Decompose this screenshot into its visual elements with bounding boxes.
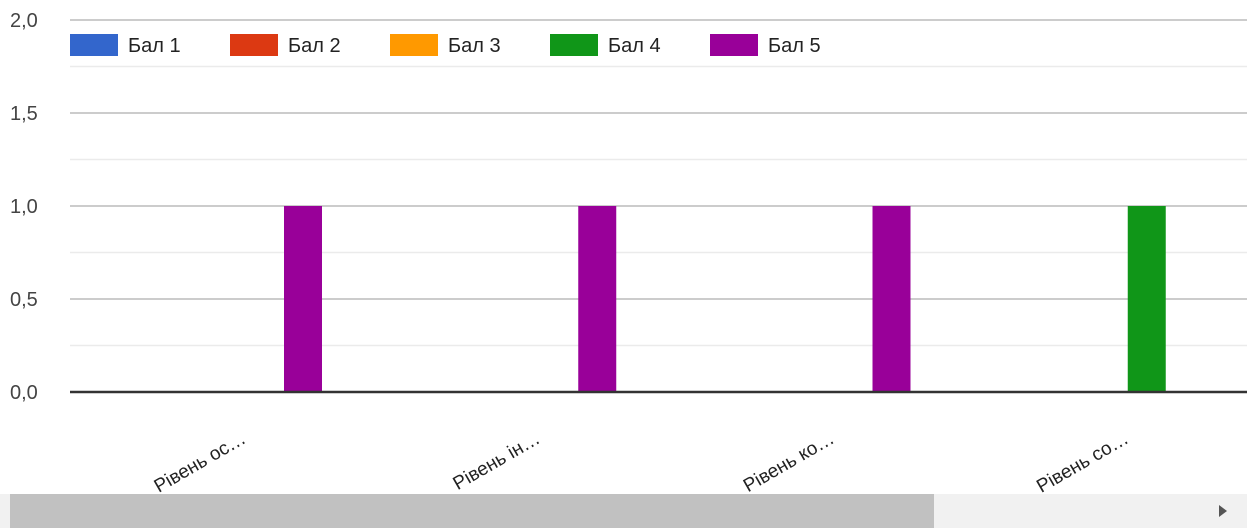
legend-swatch [390, 34, 438, 56]
horizontal-scrollbar[interactable] [0, 494, 1247, 528]
y-tick-label: 2,0 [10, 10, 38, 32]
bars [284, 206, 1166, 392]
x-axis-ticks: Рівень ос… Рівень ін… Рівень ко… Рівень со… [151, 428, 1133, 494]
legend-swatch [550, 34, 598, 56]
y-tick-label: 1,0 [10, 196, 38, 218]
legend-swatch [710, 34, 758, 56]
bar[interactable] [1127, 206, 1166, 392]
x-tick-label: Рівень со… [1033, 428, 1132, 494]
y-tick-label: 0,5 [10, 289, 38, 311]
legend-label: Бал 1 [128, 35, 181, 57]
x-tick-label: Рівень ін… [450, 428, 544, 494]
legend-swatch [70, 34, 118, 56]
triangle-right-icon [1219, 505, 1227, 517]
y-axis-ticks: 2,0 1,5 1,0 0,5 0,0 [10, 10, 38, 404]
legend-item[interactable]: Бал 1 [70, 34, 181, 57]
bar[interactable] [284, 206, 322, 392]
legend-label: Бал 3 [448, 35, 501, 57]
bar[interactable] [578, 206, 617, 392]
legend-label: Бал 4 [608, 35, 661, 57]
x-tick-label: Рівень ос… [151, 428, 250, 494]
bar[interactable] [872, 206, 911, 392]
legend-label: Бал 5 [768, 35, 821, 57]
legend-swatch [230, 34, 278, 56]
legend-item[interactable]: Бал 5 [710, 34, 821, 57]
legend-item[interactable]: Бал 3 [390, 34, 501, 57]
legend-label: Бал 2 [288, 35, 341, 57]
scroll-right-button[interactable] [1211, 494, 1235, 528]
x-tick-label: Рівень ко… [740, 428, 838, 494]
y-tick-label: 0,0 [10, 382, 38, 404]
legend-item[interactable]: Бал 2 [230, 34, 341, 57]
legend-item[interactable]: Бал 4 [550, 34, 661, 57]
grid-lines [70, 19, 1247, 347]
bar-chart: 2,01,51,00,50,0 Рівень ос… Рівень ін… Ріве… [10, 10, 1247, 494]
scrollbar-thumb[interactable] [10, 494, 934, 528]
legend[interactable]: Бал 1 Бал 2 Бал 3 Бал 4 Бал 5 [70, 34, 821, 57]
y-tick-label: 1,5 [10, 103, 38, 125]
